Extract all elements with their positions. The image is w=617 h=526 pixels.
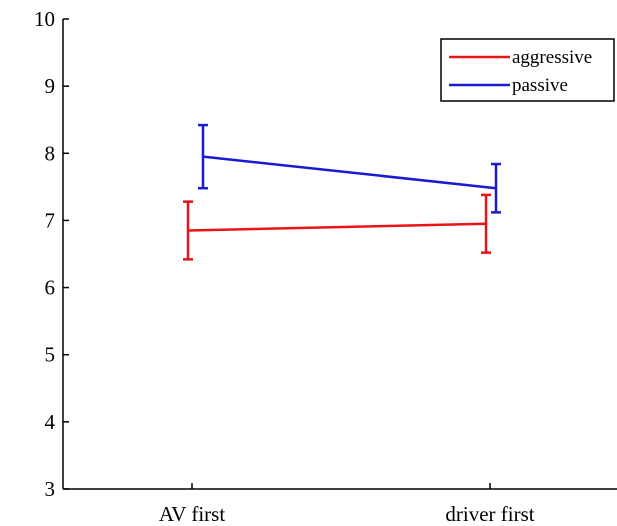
x-tick-label: driver first xyxy=(445,502,534,526)
series-line-passive xyxy=(202,155,497,190)
series-aggressive xyxy=(183,193,491,261)
y-tick-label: 6 xyxy=(45,276,56,300)
y-tick-label: 7 xyxy=(45,208,56,232)
error-bar xyxy=(198,123,208,190)
legend: aggressive passive xyxy=(440,38,615,102)
y-tick-label: 3 xyxy=(45,477,56,501)
x-tick-label: AV first xyxy=(159,502,225,526)
y-tick-label: 9 xyxy=(45,74,56,98)
y-tick-label: 8 xyxy=(45,141,56,165)
error-bar xyxy=(183,200,193,261)
series-layer xyxy=(183,123,501,261)
y-tick-label: 10 xyxy=(34,7,55,31)
axes xyxy=(62,19,617,490)
series-line-aggressive xyxy=(187,222,487,232)
legend-label-passive: passive xyxy=(512,75,568,96)
x-axis-ticks: AV first driver first xyxy=(159,483,535,526)
y-tick-label: 5 xyxy=(45,343,56,367)
error-bar xyxy=(491,162,501,214)
series-passive xyxy=(198,123,501,214)
legend-box xyxy=(440,38,615,102)
y-axis-ticks: 3 4 5 6 7 8 9 10 xyxy=(34,7,69,501)
legend-label-aggressive: aggressive xyxy=(512,47,592,68)
y-tick-label: 4 xyxy=(45,410,56,434)
error-bar xyxy=(481,193,491,254)
